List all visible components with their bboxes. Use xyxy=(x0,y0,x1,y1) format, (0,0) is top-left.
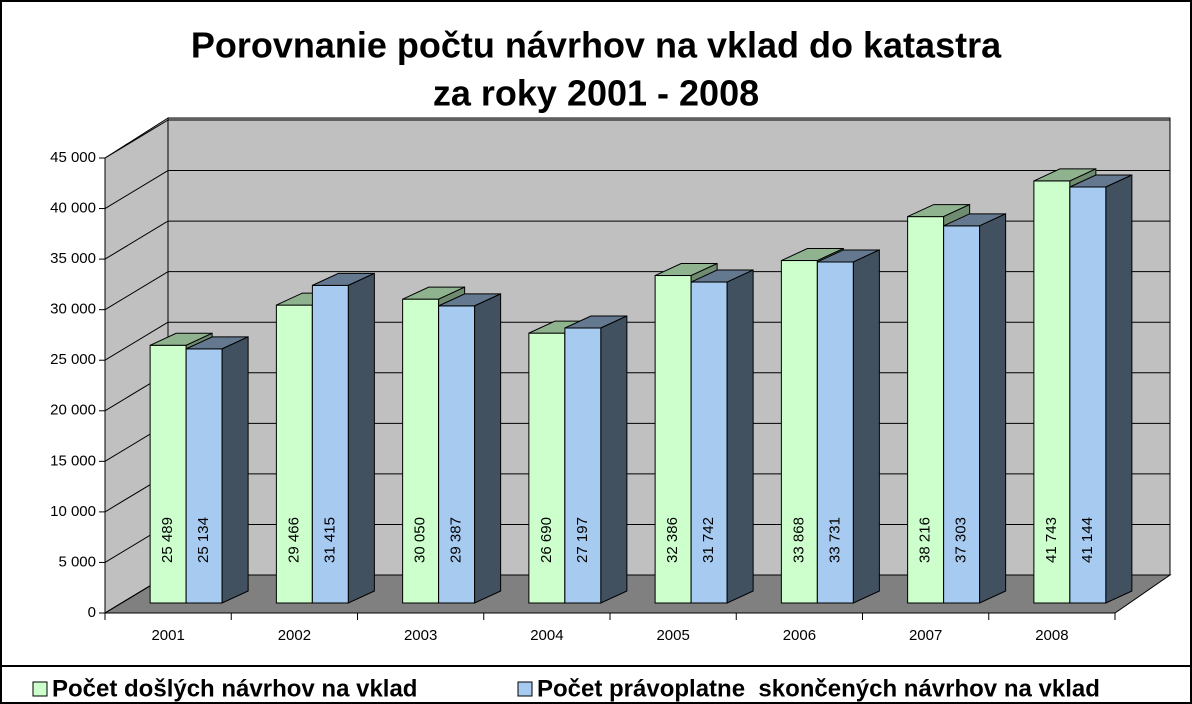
y-tick-label: 15 000 xyxy=(50,452,96,469)
value-label: 32 386 xyxy=(664,517,681,563)
bar-side xyxy=(979,213,1007,604)
value-label: 26 690 xyxy=(538,517,555,563)
chart-title: Porovnanie počtu návrhov na vklad do kat… xyxy=(191,25,1002,66)
grid-line xyxy=(104,271,169,311)
value-label: 31 742 xyxy=(700,517,717,563)
x-tick-label: 2002 xyxy=(278,627,311,644)
y-tick-label: 20 000 xyxy=(50,402,96,419)
y-tick-label: 40 000 xyxy=(50,200,96,217)
bar-side xyxy=(600,315,628,604)
value-label: 27 197 xyxy=(574,517,591,563)
x-tick-label: 2008 xyxy=(1035,627,1068,644)
x-tick-label: 2007 xyxy=(909,627,942,644)
value-label: 29 387 xyxy=(448,517,465,563)
value-label: 29 466 xyxy=(285,517,302,563)
legend-swatch xyxy=(32,681,48,697)
floor xyxy=(103,574,1172,614)
bar-front xyxy=(528,332,566,604)
x-tick-label: 2004 xyxy=(530,627,563,644)
legend-label: Počet právoplatne skončených návrhov na … xyxy=(537,675,1100,702)
bar-side xyxy=(726,269,754,604)
value-label: 38 216 xyxy=(917,517,934,563)
bar-side xyxy=(347,272,375,604)
grid-line xyxy=(104,170,169,209)
value-label: 37 303 xyxy=(953,517,970,563)
legend-label: Počet došlých návrhov na vklad xyxy=(52,675,417,702)
x-tick-label: 2006 xyxy=(783,627,816,644)
bar-side xyxy=(474,293,502,604)
grid-line xyxy=(104,321,169,361)
legend-swatch xyxy=(517,681,533,697)
y-tick-label: 25 000 xyxy=(50,351,96,368)
y-tick-label: 10 000 xyxy=(50,503,96,520)
bar-front xyxy=(780,260,818,604)
value-label: 41 144 xyxy=(1079,517,1096,563)
value-label: 41 743 xyxy=(1043,517,1060,563)
y-tick-label: 45 000 xyxy=(50,149,96,166)
bar-front xyxy=(185,348,223,604)
value-label: 30 050 xyxy=(412,517,429,563)
bar-front xyxy=(1033,180,1071,604)
bar-side xyxy=(852,249,880,604)
x-tick-label: 2001 xyxy=(151,627,184,644)
bar-front xyxy=(690,281,728,604)
value-label: 33 868 xyxy=(790,517,807,563)
x-tick-label: 2005 xyxy=(656,627,689,644)
bar-front xyxy=(402,298,440,604)
bar-front xyxy=(149,344,187,604)
x-tick-label: 2003 xyxy=(404,627,437,644)
bar-front xyxy=(275,304,313,604)
value-label: 25 134 xyxy=(195,517,212,563)
bar-side xyxy=(1105,174,1133,604)
grid-line xyxy=(104,220,169,260)
y-tick-label: 0 xyxy=(88,604,96,621)
value-label: 31 415 xyxy=(321,517,338,563)
value-label: 33 731 xyxy=(826,517,843,563)
grid-line xyxy=(104,119,169,159)
y-tick-label: 30 000 xyxy=(50,301,96,318)
y-tick-label: 5 000 xyxy=(58,553,96,570)
bar-front xyxy=(438,305,476,604)
value-label: 25 489 xyxy=(159,517,176,563)
chart-title: za roky 2001 - 2008 xyxy=(433,73,759,114)
bar-side xyxy=(221,336,249,604)
y-tick-label: 35 000 xyxy=(50,250,96,267)
